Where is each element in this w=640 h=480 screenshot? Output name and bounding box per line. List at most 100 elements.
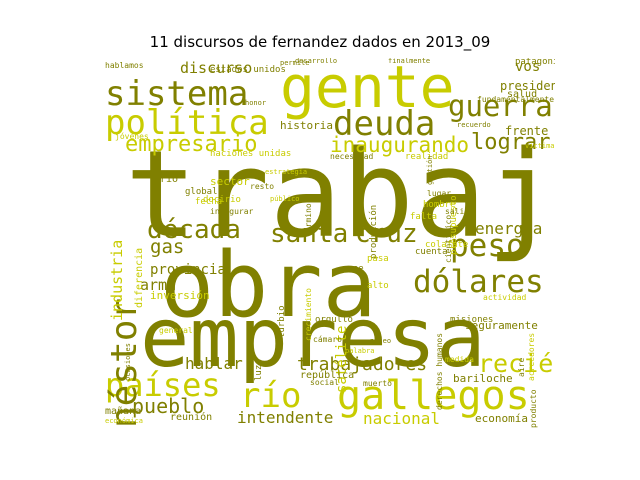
cloud-word: intendente [237,408,334,427]
cloud-word: frente [505,124,549,138]
cloud-word: permite [280,59,310,67]
cloud-word: vos [515,59,541,75]
cloud-word: orgullo [315,315,353,325]
cloud-word: diferencia [134,247,145,308]
cloud-word: inversión [150,289,210,302]
cloud-word: gallegos [337,373,530,419]
cloud-word: salud [507,89,538,100]
cloud-word: víctima [525,142,555,150]
cloud-word: acreedores [527,332,536,381]
cloud-word: patagonia [515,58,555,67]
cloud-word: gestión [426,155,434,186]
cloud-word: países [105,366,221,404]
cloud-word: estrategia [265,168,308,176]
cloud-word: desarrollo [295,58,338,65]
cloud-word: hablamos [105,61,144,70]
cloud-word: lograr [471,130,551,155]
cloud-word: actividad [483,293,527,302]
cloud-word: crecimiento [304,287,313,341]
cloud-word: trabajadores [297,354,428,375]
cloud-word: economía [475,412,528,425]
cloud-word: reunión [170,412,213,423]
cloud-word: empresa [140,291,486,386]
cloud-word: bariloche [453,372,513,385]
cloud-word: medida [445,355,474,364]
cloud-word: seguramente [465,319,538,332]
cloud-word: inaugurar [210,207,254,216]
cloud-word: término [304,202,313,237]
cloud-word: fecha [195,197,223,207]
cloud-word: estados unidos [210,65,286,75]
cloud-word: palabra [345,347,375,355]
cloud-word: público [270,195,300,203]
cloud-word: paseo [370,337,392,345]
cloud-word: luz [254,364,264,382]
cloud-word: década [147,215,241,245]
cloud-word: fundamentalmente [477,95,555,104]
cloud-word: mañana [105,406,142,417]
cloud-word: necesidad [330,152,374,161]
cloud-word: río [240,376,302,416]
cloud-word: derechos humanos [435,332,444,410]
cloud-word: recién [478,349,555,378]
cloud-word: colafate [425,240,469,250]
cloud-word: presidenta [500,79,555,93]
cloud-word: honor [245,99,267,107]
cloud-word: santa [270,219,349,249]
cloud-word: cruz [355,219,418,249]
cloud-word: provincia [150,262,226,278]
cloud-word: cámaro [313,335,342,344]
cloud-word: económica [105,417,143,425]
cloud-word: gente [280,58,455,121]
cloud-word: muerto [363,379,392,388]
cloud-word: realidad [405,152,449,162]
cloud-word: dólares [413,264,544,300]
cloud-word: república [300,370,355,381]
cloud-word: discurso [180,59,253,77]
cloud-word: pepe [342,264,364,274]
cloud-word: inaugurando [330,133,470,157]
cloud-word: recuerdo [457,121,491,129]
cloud-word: industria [108,239,126,321]
cloud-word: política [105,103,269,143]
cloud-word: empresario [125,132,258,157]
cloud-word: finalmente [388,58,431,65]
cloud-word: energía [475,219,543,238]
cloud-word: historia [280,119,333,132]
cloud-word: misiones [450,315,494,325]
cloud-word: sector [210,175,250,188]
cloud-word: hablar [185,354,243,373]
cloud-word: producción [369,204,379,259]
cloud-word: nacional [363,409,441,428]
cloud-word: jóvenes [115,132,149,141]
figure-title: 11 discursos de fernandez dados en 2013_… [149,33,491,51]
cloud-word: aire [517,357,526,378]
cloud-word: general [159,326,193,335]
cloud-word: social [310,378,339,387]
cloud-word: hombre [423,200,456,210]
cloud-word: deuda [333,104,436,144]
cloud-word: producto [529,389,538,428]
cloud-word: naciones unidas [210,149,292,159]
cloud-word: turbio [277,305,287,339]
cloud-word: docirio [203,195,241,205]
cloud-word: científico [444,214,453,263]
cloud-word: gas [150,236,185,258]
cloud-word: falta [410,212,438,222]
cloud-word: arma [140,276,177,294]
cloud-word: rio [160,174,179,185]
cloud-word: salir [445,207,470,216]
cloud-word: cuenta [415,247,448,257]
cloud-word: pueblo [132,394,205,418]
cloud-word: lugar [427,189,452,198]
cloud-word: obra [160,233,377,338]
cloud-word: alto [367,281,389,291]
cloud-word: pasa [367,254,389,264]
cloud-word: sistema [105,74,249,114]
cloud-word: resto [250,182,275,191]
cloud-word: guerra [448,89,553,123]
cloud-word: peso [450,228,525,264]
cloud-word: ocasiones [124,342,132,381]
